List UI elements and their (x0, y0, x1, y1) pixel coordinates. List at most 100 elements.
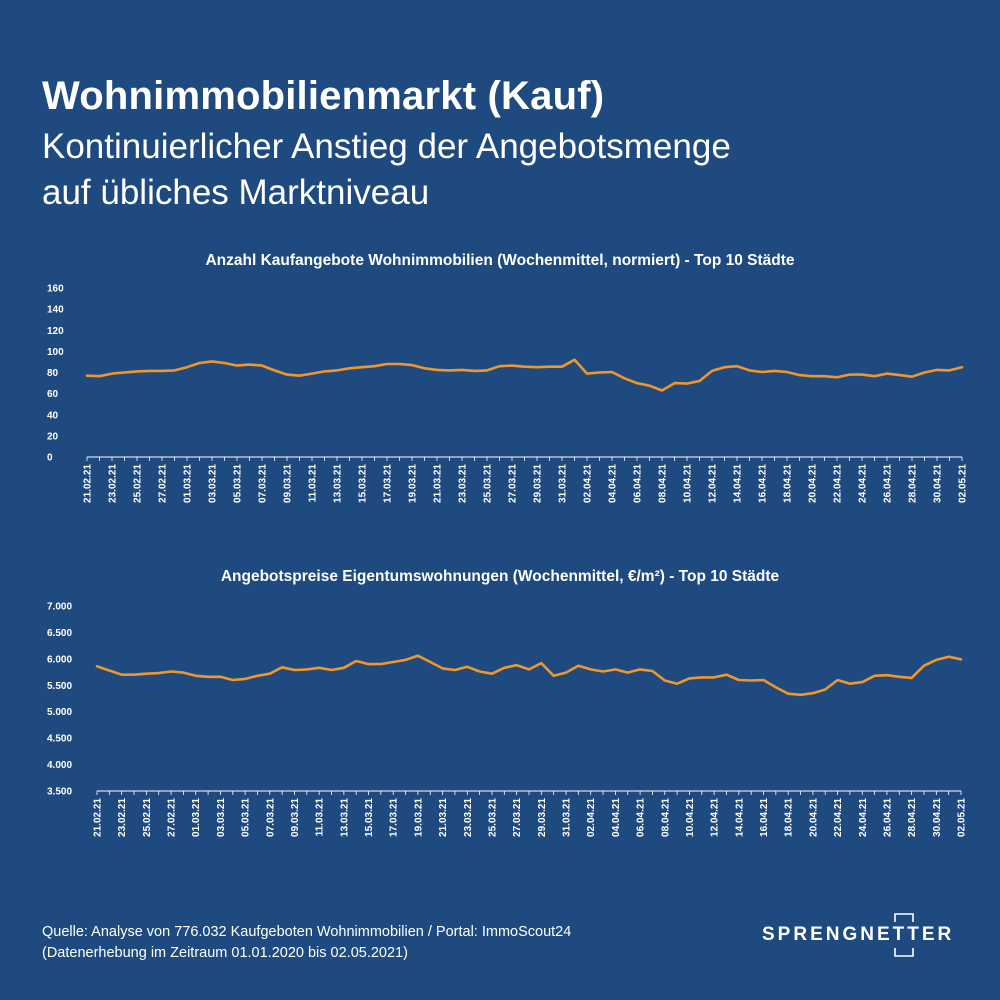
chart-2-xtick-label: 08.04.21 (660, 798, 671, 837)
chart-1-xtick-label: 21.03.21 (433, 464, 444, 503)
chart-2-xtick-label: 24.04.21 (858, 798, 869, 837)
chart-2-xtick-label: 31.03.21 (562, 798, 573, 837)
chart-2-ytick-label: 4.000 (47, 760, 72, 771)
chart-1-ytick-label: 140 (47, 305, 64, 316)
chart-1-offers: 0 20 40 60 80 100 120 140 160 21.02.21 23.02.21 25.… (47, 284, 969, 503)
chart-2-ytick-label: 5.000 (47, 707, 72, 718)
chart-2-xtick-label: 19.03.21 (413, 798, 424, 837)
chart-1-xtick-label: 27.02.21 (158, 464, 169, 503)
chart-1-xtick-label: 06.04.21 (633, 464, 644, 503)
chart-2-ytick-label: 7.000 (47, 602, 72, 613)
chart-2-xtick-label: 02.04.21 (586, 798, 597, 837)
chart-2-series-line (95, 654, 963, 697)
chart-1-xtick-label: 23.03.21 (458, 464, 469, 503)
chart-2-xtick-label: 29.03.21 (537, 798, 548, 837)
chart-1-xtick-label: 25.03.21 (483, 464, 494, 503)
chart-1-xtick-label: 25.02.21 (133, 464, 144, 503)
chart-2-xtick-label: 13.03.21 (339, 798, 350, 837)
chart-1-xtick-label: 15.03.21 (358, 464, 369, 503)
chart-1-xtick-label: 02.04.21 (583, 464, 594, 503)
chart-2-xtick-label: 05.03.21 (241, 798, 252, 837)
chart-1-xtick-label: 11.03.21 (308, 464, 319, 503)
source-line-2: (Datenerhebung im Zeitraum 01.01.2020 bi… (42, 945, 408, 961)
chart-1-xtick-label: 24.04.21 (858, 464, 869, 503)
chart-1-xtick-label: 28.04.21 (908, 464, 919, 503)
chart-1-ytick-label: 0 (47, 453, 53, 464)
chart-2-xtick-label: 28.04.21 (907, 798, 918, 837)
chart-1-xtick-label: 30.04.21 (933, 464, 944, 503)
chart-1-ytick-label: 120 (47, 326, 64, 337)
page-title: Wohnimmobilienmarkt (Kauf) (42, 74, 605, 118)
chart-1-xtick-label: 08.04.21 (658, 464, 669, 503)
source-footer: Quelle: Analyse von 776.032 Kaufgeboten … (42, 922, 571, 964)
chart-1-xtick-label: 02.05.21 (958, 464, 969, 503)
chart-1-xtick-label: 10.04.21 (683, 464, 694, 503)
chart-1-xtick-label: 07.03.21 (258, 464, 269, 503)
chart-2-xtick-label: 30.04.21 (932, 798, 943, 837)
chart-1-xtick-label: 27.03.21 (508, 464, 519, 503)
chart-2-xtick-label: 14.04.21 (734, 798, 745, 837)
chart-1-xtick-label: 04.04.21 (608, 464, 619, 503)
chart-1-xtick-label: 31.03.21 (558, 464, 569, 503)
chart-2-xtick-label: 07.03.21 (265, 798, 276, 837)
chart-1-xtick-label: 14.04.21 (733, 464, 744, 503)
chart-2-xtick-label: 06.04.21 (636, 798, 647, 837)
chart-2-ytick-label: 5.500 (47, 681, 72, 692)
chart-1-xtick-label: 09.03.21 (283, 464, 294, 503)
chart-1-xtick-label: 22.04.21 (833, 464, 844, 503)
chart-2-title: Angebotspreise Eigentumswohnungen (Woche… (220, 568, 780, 585)
chart-1-xtick-label: 18.04.21 (783, 464, 794, 503)
chart-1-xtick-label: 05.03.21 (233, 464, 244, 503)
chart-2-xtick-label: 27.03.21 (512, 798, 523, 837)
chart-2-ytick-label: 4.500 (47, 734, 72, 745)
chart-1-title: Anzahl Kaufangebote Wohnimmobilien (Woch… (205, 252, 795, 269)
chart-2-xtick-label: 23.03.21 (463, 798, 474, 837)
chart-1-xtick-label: 12.04.21 (708, 464, 719, 503)
chart-2-xtick-label: 12.04.21 (710, 798, 721, 837)
chart-1-xtick-label: 21.02.21 (83, 464, 94, 503)
chart-1-xtick-label: 16.04.21 (758, 464, 769, 503)
chart-1-ytick-label: 40 (47, 410, 59, 421)
chart-2-ytick-label: 6.500 (47, 628, 72, 639)
chart-2-xtick-label: 16.04.21 (759, 798, 770, 837)
chart-2-xtick-label: 10.04.21 (685, 798, 696, 837)
chart-1-xtick-label: 20.04.21 (808, 464, 819, 503)
chart-2-xtick-label: 15.03.21 (364, 798, 375, 837)
chart-2-xtick-label: 17.03.21 (389, 798, 400, 837)
page-subtitle: Kontinuierlicher Anstieg der Angebotsmen… (42, 124, 972, 216)
chart-1-series-line (85, 358, 964, 392)
chart-1-xtick-label: 29.03.21 (533, 464, 544, 503)
chart-2-xtick-label: 04.04.21 (611, 798, 622, 837)
chart-2-xtick-label: 26.04.21 (882, 798, 893, 837)
chart-2-xtick-label: 21.02.21 (93, 798, 104, 837)
chart-2-xtick-label: 25.03.21 (487, 798, 498, 837)
chart-2-xtick-label: 01.03.21 (191, 798, 202, 837)
chart-1-xtick-label: 19.03.21 (408, 464, 419, 503)
chart-2-xtick-label: 20.04.21 (808, 798, 819, 837)
chart-1-xtick-label: 01.03.21 (183, 464, 194, 503)
chart-1-xtick-label: 23.02.21 (108, 464, 119, 503)
chart-2-prices: 3.500 4.000 4.500 5.000 5.500 6.000 6.500 7.000… (47, 602, 968, 837)
chart-2-xtick-label: 21.03.21 (438, 798, 449, 837)
subtitle-line-1: Kontinuierlicher Anstieg der Angebotsmen… (42, 127, 731, 166)
chart-1-xtick-label: 17.03.21 (383, 464, 394, 503)
chart-2-xtick-label: 18.04.21 (784, 798, 795, 837)
chart-2-xtick-label: 09.03.21 (290, 798, 301, 837)
chart-1-xtick-label: 03.03.21 (208, 464, 219, 503)
sprengnetter-logo-icon (894, 913, 914, 957)
chart-2-xtick-label: 22.04.21 (833, 798, 844, 837)
subtitle-line-2: auf übliches Marktniveau (42, 173, 430, 212)
chart-2-xtick-label: 27.02.21 (167, 798, 178, 837)
chart-2-ytick-label: 6.000 (47, 654, 72, 665)
chart-1-ytick-label: 60 (47, 389, 59, 400)
chart-2-xtick-label: 02.05.21 (957, 798, 968, 837)
logo-text: SPRENGNETTER (762, 924, 955, 945)
chart-1-ytick-label: 160 (47, 284, 64, 295)
chart-2-xtick-label: 11.03.21 (315, 798, 326, 837)
chart-2-xtick-label: 03.03.21 (216, 798, 227, 837)
sprengnetter-logo: SPRENGNETTER (762, 910, 952, 960)
chart-1-ytick-label: 100 (47, 347, 64, 358)
source-line-1: Quelle: Analyse von 776.032 Kaufgeboten … (42, 924, 572, 940)
chart-1-ytick-label: 80 (47, 368, 59, 379)
chart-2-xtick-label: 25.02.21 (142, 798, 153, 837)
